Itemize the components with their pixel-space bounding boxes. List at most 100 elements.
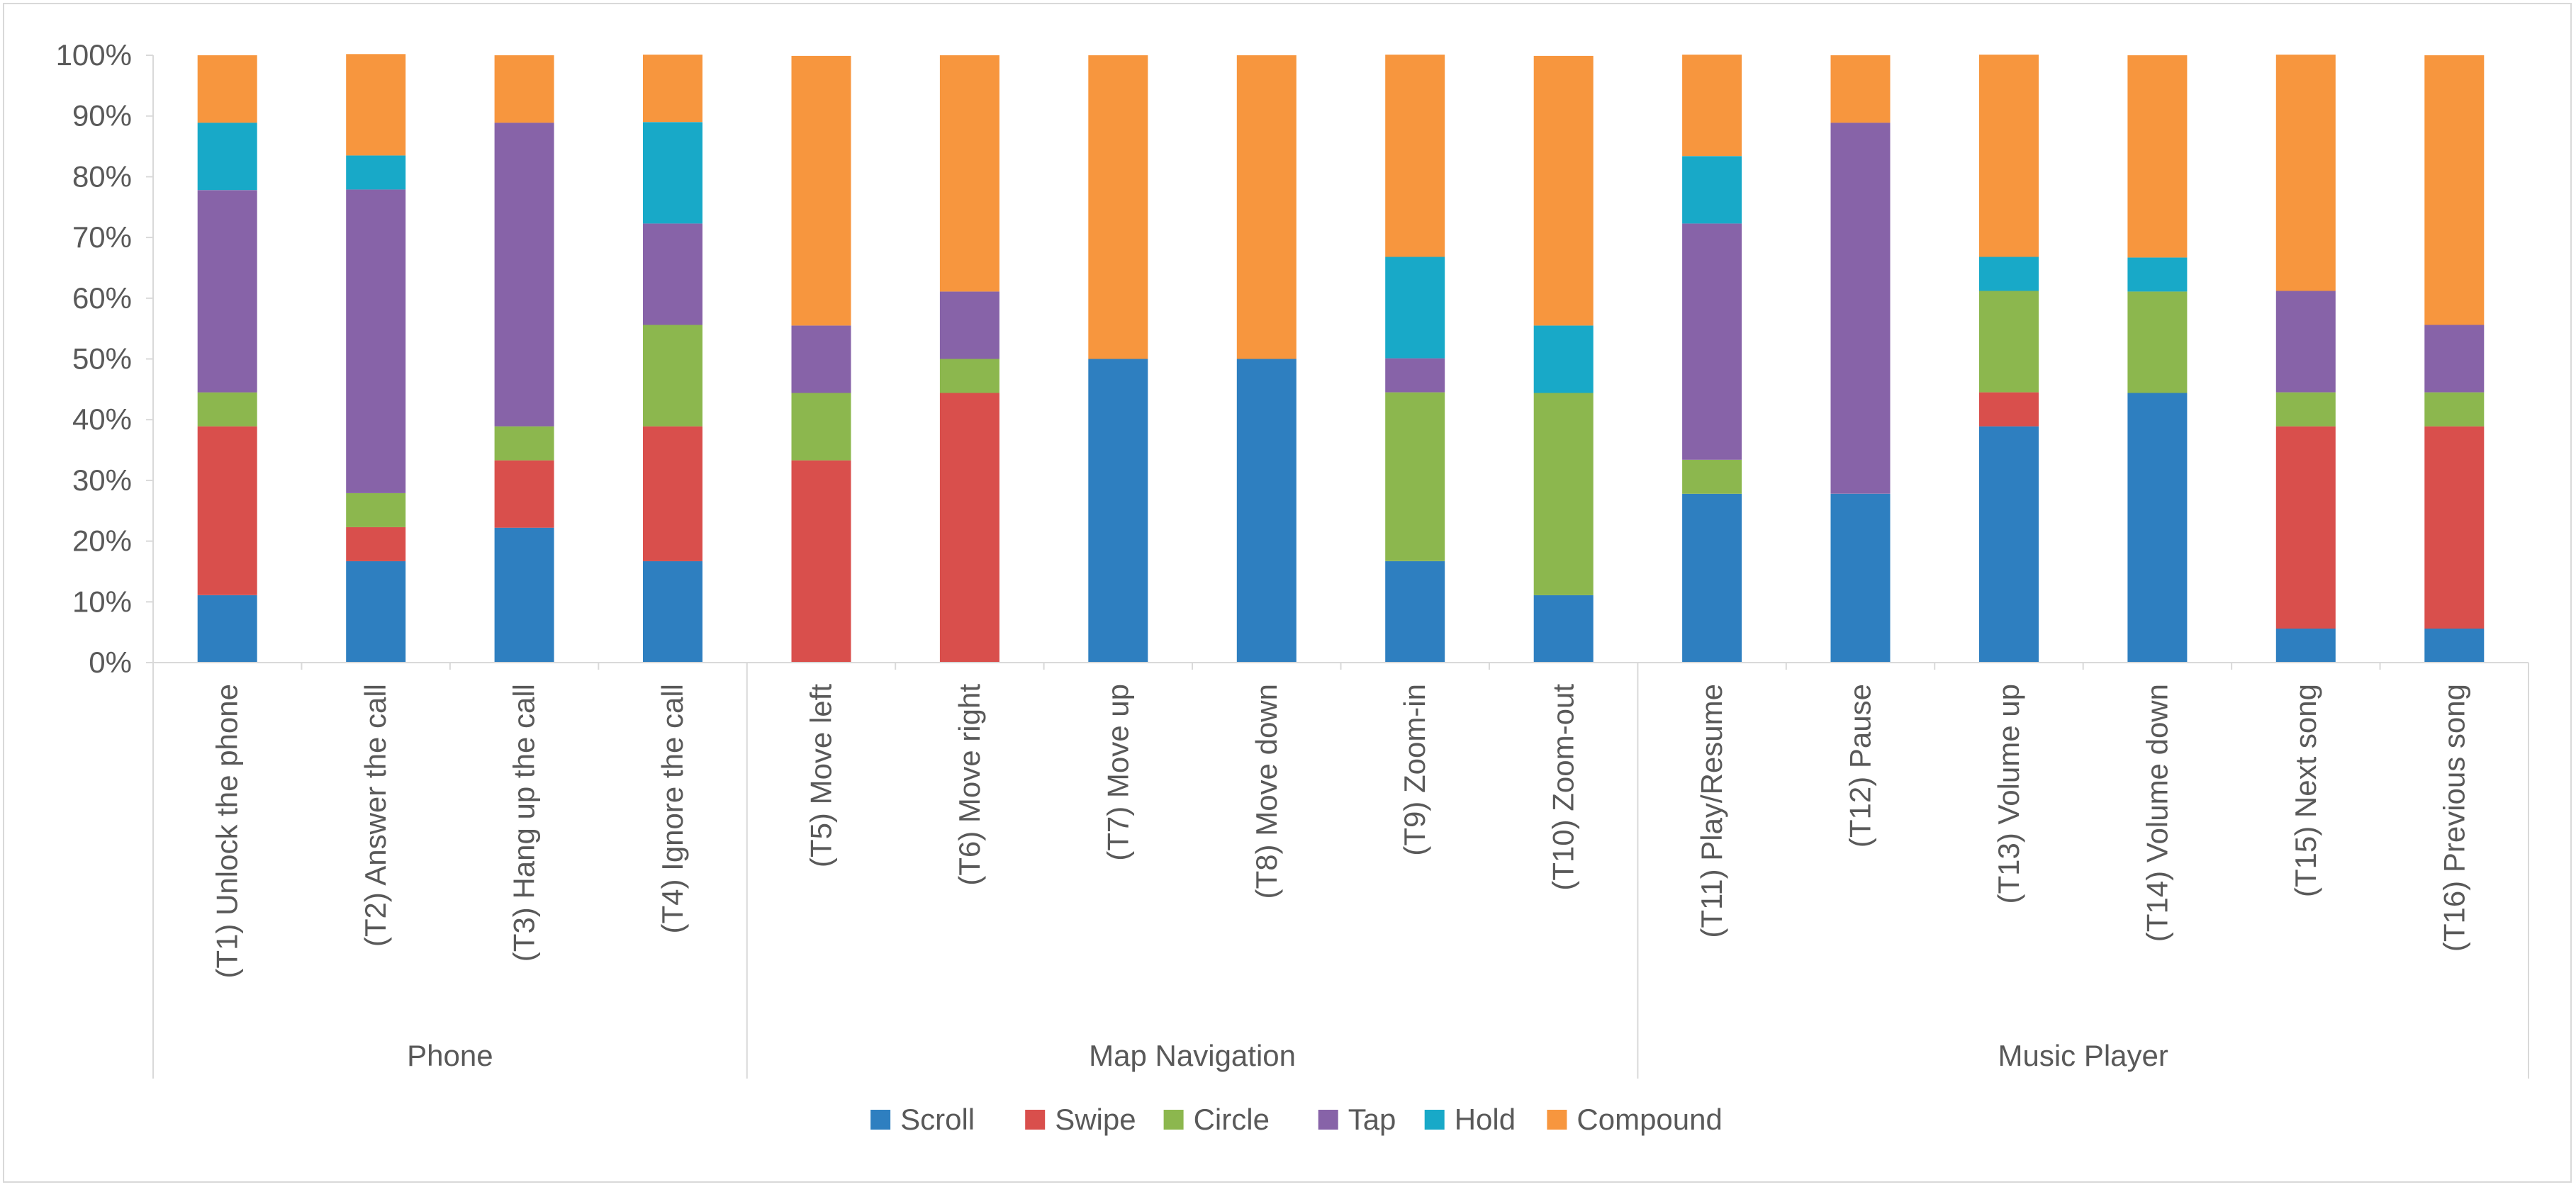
bar-segment-compound-10 — [1533, 55, 1594, 326]
legend-swatch — [870, 1110, 891, 1130]
legend: Scroll Swipe Circle Tap Hold Compound — [870, 1103, 1723, 1136]
x-tick-label: (T12) Pause — [1844, 684, 1877, 848]
bar-segment-compound-15 — [2275, 55, 2336, 291]
bar-segment-circle-9 — [1385, 392, 1445, 561]
bar-segment-compound-16 — [2424, 55, 2485, 325]
bar-segment-hold-4 — [643, 122, 702, 224]
x-tick-label: (T3) Hang up the call — [508, 684, 541, 962]
bar-segment-swipe-3 — [494, 460, 554, 528]
legend-item-swipe: Swipe — [1025, 1103, 1136, 1136]
x-tick-label: (T5) Move left — [805, 684, 838, 867]
bar-segment-compound-14 — [2127, 55, 2188, 258]
bar-segment-scroll-8 — [1236, 359, 1297, 663]
y-tick-label: 90% — [72, 99, 132, 133]
y-tick-label: 0% — [89, 646, 132, 679]
bar-segment-circle-6 — [939, 359, 999, 393]
group-label: Phone — [407, 1039, 493, 1072]
bar-segment-compound-12 — [1830, 55, 1891, 123]
bar-segment-scroll-3 — [494, 527, 554, 663]
x-tick-label: (T1) Unlock the phone — [211, 684, 244, 979]
bar-segment-compound-1 — [197, 55, 257, 123]
bar-segment-hold-2 — [346, 155, 406, 190]
bar-segment-circle-13 — [1979, 291, 2039, 393]
bar-segment-compound-13 — [1979, 55, 2039, 257]
bar-segment-tap-1 — [197, 190, 257, 393]
bar-segment-swipe-2 — [346, 527, 406, 561]
bar-segment-scroll-15 — [2275, 629, 2336, 663]
legend-swatch — [1025, 1110, 1046, 1130]
bar-segment-hold-11 — [1682, 156, 1742, 224]
x-tick-label: (T9) Zoom-in — [1398, 684, 1431, 856]
legend-item-scroll: Scroll — [870, 1103, 975, 1136]
bar-segment-scroll-7 — [1088, 359, 1148, 663]
bar-segment-scroll-9 — [1385, 561, 1445, 663]
bar-segment-swipe-1 — [197, 426, 257, 595]
bar-segment-hold-14 — [2127, 257, 2188, 292]
x-tick-label: (T6) Move right — [953, 684, 986, 886]
bar-segment-scroll-10 — [1533, 595, 1594, 663]
y-tick-label: 10% — [72, 585, 132, 618]
x-tick-label: (T13) Volume up — [1992, 684, 2025, 904]
bar-segment-swipe-13 — [1979, 392, 2039, 427]
bar-segment-tap-9 — [1385, 358, 1445, 393]
bar-segment-tap-11 — [1682, 223, 1742, 460]
y-tick-label: 40% — [72, 403, 132, 436]
legend-label: Hold — [1455, 1103, 1516, 1136]
bar-segment-circle-3 — [494, 426, 554, 461]
bar-segment-scroll-1 — [197, 595, 257, 663]
legend-label: Circle — [1194, 1103, 1270, 1136]
bar-segment-circle-10 — [1533, 393, 1594, 595]
bar-segment-scroll-2 — [346, 561, 406, 663]
bar-segment-swipe-6 — [939, 393, 999, 663]
legend-swatch — [1163, 1110, 1184, 1130]
bar-segment-scroll-13 — [1979, 426, 2039, 663]
x-tick-label: (T8) Move down — [1250, 684, 1283, 899]
legend-swatch — [1547, 1110, 1567, 1130]
bar-segment-circle-1 — [197, 392, 257, 427]
x-tick-label: (T11) Play/Resume — [1695, 684, 1728, 938]
x-tick-label: (T15) Next song — [2289, 684, 2322, 897]
legend-item-tap: Tap — [1318, 1103, 1396, 1136]
group-label: Music Player — [1998, 1039, 2168, 1072]
bar-segment-tap-3 — [494, 123, 554, 427]
bar-segment-tap-12 — [1830, 123, 1891, 494]
bar-segment-scroll-11 — [1682, 493, 1742, 663]
x-tick-label: (T14) Volume down — [2140, 684, 2173, 942]
y-axis: 0% 10% 20% 30% 40% 50% 60% 70% 80% 90% 100% — [56, 38, 154, 679]
legend-item-compound: Compound — [1547, 1103, 1723, 1136]
bar-segment-compound-4 — [643, 55, 702, 123]
bar-segment-compound-2 — [346, 54, 406, 156]
y-tick-label: 80% — [72, 159, 132, 193]
x-axis: (T1) Unlock the phone (T2) Answer the cal… — [152, 662, 2529, 1079]
bar-segment-circle-16 — [2424, 392, 2485, 427]
x-tick-label: (T7) Move up — [1101, 684, 1134, 861]
bar-segment-compound-9 — [1385, 55, 1445, 257]
bar-segment-scroll-4 — [643, 561, 702, 663]
bar-segment-compound-6 — [939, 55, 999, 292]
x-tick-label: (T2) Answer the call — [359, 684, 392, 947]
bar-segment-swipe-16 — [2424, 426, 2485, 629]
bar-segment-compound-11 — [1682, 55, 1742, 157]
bar-segment-hold-13 — [1979, 257, 2039, 291]
bar-segment-tap-5 — [791, 325, 851, 393]
bar-segment-circle-14 — [2127, 291, 2188, 393]
bar-segment-swipe-4 — [643, 426, 702, 561]
bar-segment-circle-15 — [2275, 392, 2336, 427]
bar-segment-swipe-5 — [791, 460, 851, 663]
y-tick-label: 20% — [72, 524, 132, 558]
legend-swatch — [1318, 1110, 1338, 1130]
bar-segment-scroll-12 — [1830, 493, 1891, 663]
legend-label: Swipe — [1055, 1103, 1136, 1136]
x-tick-label: (T10) Zoom-out — [1547, 684, 1580, 891]
bar-segment-scroll-16 — [2424, 629, 2485, 663]
legend-item-circle: Circle — [1163, 1103, 1270, 1136]
bar-segment-tap-6 — [939, 291, 999, 359]
legend-swatch — [1424, 1110, 1445, 1130]
legend-label: Compound — [1577, 1103, 1722, 1136]
bar-segment-hold-1 — [197, 123, 257, 191]
bar-layer — [197, 54, 2485, 663]
y-tick-label: 60% — [72, 281, 132, 315]
x-tick-label: (T16) Previous song — [2437, 684, 2470, 952]
bar-segment-swipe-15 — [2275, 426, 2336, 629]
